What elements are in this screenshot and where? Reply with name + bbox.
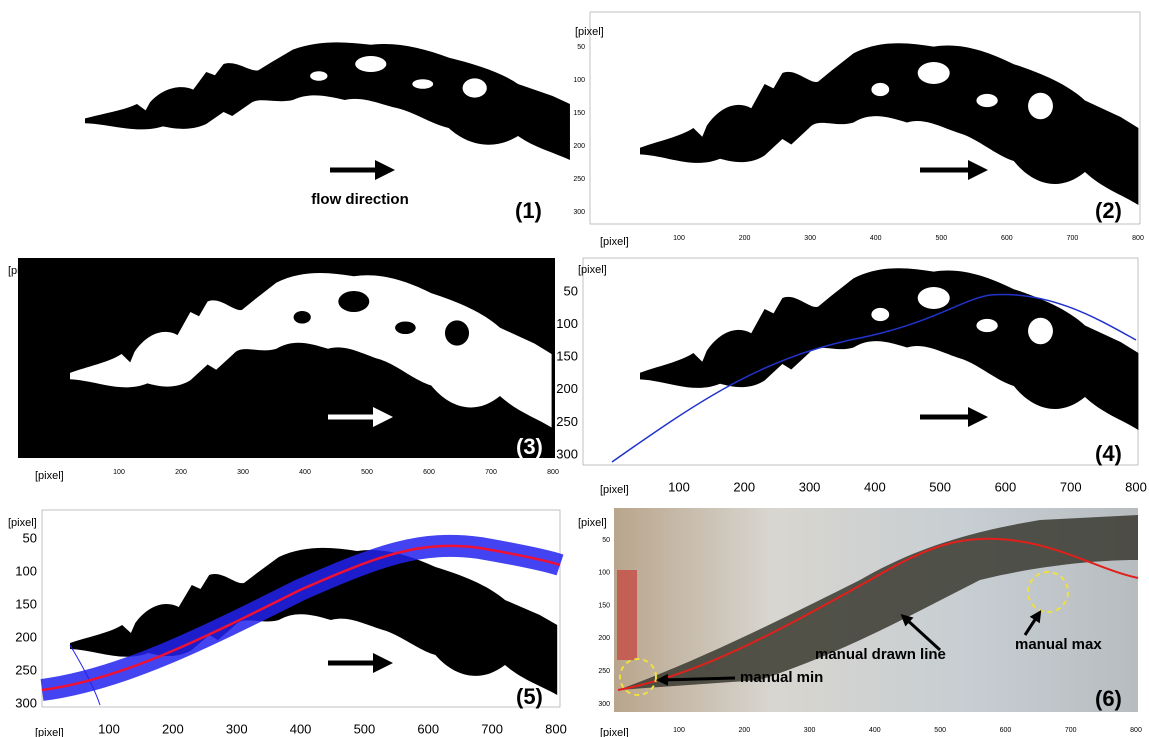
axis-label: [pixel] (578, 517, 607, 529)
y-tick-label: 100 (556, 316, 578, 331)
y-tick-label: 100 (15, 563, 37, 578)
x-tick-label: 400 (290, 721, 312, 736)
x-tick-label: 500 (354, 721, 376, 736)
axis-label: [pixel] (600, 484, 629, 496)
y-tick-label: 50 (27, 285, 35, 292)
x-tick-label: 300 (799, 479, 821, 494)
x-tick-label: 100 (673, 235, 685, 242)
panel-6: manual drawn line manual max manual min (614, 508, 1138, 712)
annotation: manual min (740, 669, 823, 686)
x-tick-label: 200 (162, 721, 184, 736)
panel-2 (590, 12, 1140, 224)
x-tick-label: 400 (299, 469, 311, 476)
x-tick-label: 300 (804, 235, 816, 242)
caption: flow direction (311, 191, 409, 208)
panel-1: flow direction (85, 42, 570, 208)
panel-label: (5) (516, 684, 543, 709)
panel-label: (1) (515, 198, 542, 223)
x-tick-label: 700 (1065, 727, 1077, 734)
x-tick-label: 800 (545, 721, 567, 736)
x-tick-label: 200 (738, 727, 750, 734)
x-tick-label: 600 (995, 479, 1017, 494)
x-tick-label: 500 (361, 469, 373, 476)
y-tick-label: 300 (15, 695, 37, 710)
y-tick-label: 50 (602, 537, 610, 544)
x-tick-label: 600 (1001, 235, 1013, 242)
x-tick-label: 200 (739, 235, 751, 242)
axis-label: [pixel] (8, 517, 37, 529)
axis-label: [pixel] (600, 236, 629, 248)
x-tick-label: 100 (668, 479, 690, 494)
x-tick-label: 300 (226, 721, 248, 736)
annotation: manual max (1015, 636, 1102, 653)
panel-label: (3) (516, 434, 543, 459)
axis-label: [pixel] (35, 470, 64, 482)
panel-5 (42, 510, 560, 707)
x-tick-label: 600 (417, 721, 439, 736)
panel-label: (2) (1095, 198, 1122, 223)
y-tick-label: 50 (577, 44, 585, 51)
axis-label: [pixel] (35, 727, 64, 737)
panel-label: (4) (1095, 441, 1122, 466)
y-tick-label: 150 (573, 110, 585, 117)
x-tick-label: 400 (869, 727, 881, 734)
axis-label: [pixel] (8, 265, 37, 277)
y-tick-label: 250 (598, 668, 610, 675)
x-tick-label: 500 (935, 235, 947, 242)
x-tick-label: 100 (673, 727, 685, 734)
y-tick-label: 200 (556, 381, 578, 396)
axis-label: [pixel] (600, 727, 629, 737)
x-tick-label: 800 (1125, 479, 1147, 494)
x-tick-label: 800 (1130, 727, 1142, 734)
y-tick-label: 100 (23, 315, 35, 322)
y-tick-label: 200 (573, 143, 585, 150)
y-tick-label: 250 (15, 662, 37, 677)
y-tick-label: 250 (573, 176, 585, 183)
y-tick-label: 100 (598, 570, 610, 577)
y-tick-label: 150 (598, 602, 610, 609)
x-tick-label: 400 (864, 479, 886, 494)
x-tick-label: 100 (98, 721, 120, 736)
axis-label: [pixel] (575, 26, 604, 38)
y-tick-label: 150 (556, 349, 578, 364)
y-tick-label: 50 (564, 283, 578, 298)
y-tick-label: 150 (23, 346, 35, 353)
axis-label: [pixel] (578, 264, 607, 276)
x-tick-label: 700 (485, 469, 497, 476)
x-tick-label: 200 (175, 469, 187, 476)
x-tick-label: 700 (1067, 235, 1079, 242)
x-tick-label: 800 (1132, 235, 1144, 242)
y-tick-label: 250 (556, 414, 578, 429)
x-tick-label: 100 (113, 469, 125, 476)
y-tick-label: 300 (598, 701, 610, 708)
x-tick-label: 300 (237, 469, 249, 476)
y-tick-label: 100 (573, 77, 585, 84)
panel-3 (18, 258, 555, 458)
y-tick-label: 200 (23, 376, 35, 383)
x-tick-label: 600 (423, 469, 435, 476)
panel-4 (583, 258, 1138, 465)
annotation: manual drawn line (815, 646, 946, 663)
y-tick-label: 300 (573, 209, 585, 216)
x-tick-label: 700 (481, 721, 503, 736)
x-tick-label: 600 (1000, 727, 1012, 734)
y-tick-label: 300 (23, 437, 35, 444)
y-tick-label: 250 (23, 406, 35, 413)
y-tick-label: 50 (23, 530, 37, 545)
figure: flow direction manual draw (0, 0, 1149, 737)
x-tick-label: 300 (804, 727, 816, 734)
y-tick-label: 300 (556, 446, 578, 461)
y-tick-label: 150 (15, 596, 37, 611)
y-tick-label: 200 (15, 629, 37, 644)
page: flow direction manual draw (0, 0, 1149, 737)
x-tick-label: 800 (547, 469, 559, 476)
x-tick-label: 500 (934, 727, 946, 734)
x-tick-label: 400 (870, 235, 882, 242)
x-tick-label: 500 (929, 479, 951, 494)
x-tick-label: 200 (733, 479, 755, 494)
x-tick-label: 700 (1060, 479, 1082, 494)
y-tick-label: 200 (598, 635, 610, 642)
panel-label: (6) (1095, 686, 1122, 711)
